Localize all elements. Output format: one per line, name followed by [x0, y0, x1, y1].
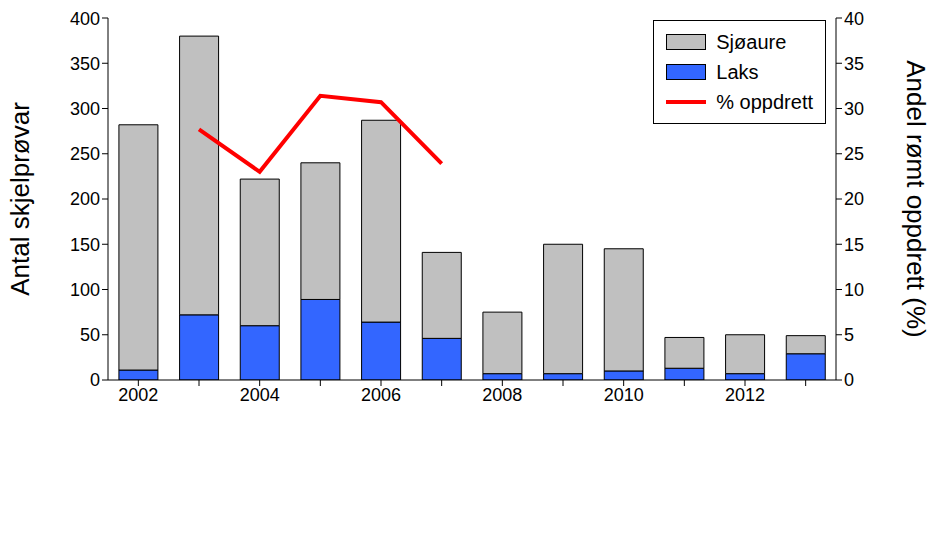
svg-text:150: 150: [70, 235, 100, 255]
svg-text:0: 0: [90, 370, 100, 390]
svg-text:25: 25: [844, 144, 864, 164]
svg-text:250: 250: [70, 144, 100, 164]
svg-text:5: 5: [844, 325, 854, 345]
svg-text:30: 30: [844, 99, 864, 119]
svg-text:400: 400: [70, 9, 100, 29]
svg-text:300: 300: [70, 99, 100, 119]
svg-text:0: 0: [844, 370, 854, 390]
html-text:Laks: Laks: [716, 61, 759, 83]
svg-text:2004: 2004: [240, 385, 280, 405]
svg-text:50: 50: [80, 325, 100, 345]
svg-text:100: 100: [70, 280, 100, 300]
html-text:Sjøaure: Sjøaure: [716, 31, 787, 53]
svg-text:15: 15: [844, 235, 864, 255]
svg-text:2006: 2006: [361, 385, 401, 405]
svg-text:2012: 2012: [725, 385, 765, 405]
svg-text:35: 35: [844, 54, 864, 74]
svg-text:350: 350: [70, 54, 100, 74]
svg-text:2008: 2008: [482, 385, 522, 405]
html-text:% oppdrett: % oppdrett: [716, 91, 813, 113]
svg-text:Antal skjelprøvar: Antal skjelprøvar: [8, 102, 35, 296]
svg-text:20: 20: [844, 189, 864, 209]
svg-text:200: 200: [70, 189, 100, 209]
svg-text:2002: 2002: [118, 385, 158, 405]
svg-text:Andel rømt oppdrett (%): Andel rømt oppdrett (%): [901, 60, 931, 337]
svg-text:10: 10: [844, 280, 864, 300]
svg-text:2010: 2010: [604, 385, 644, 405]
svg-text:40: 40: [844, 9, 864, 29]
